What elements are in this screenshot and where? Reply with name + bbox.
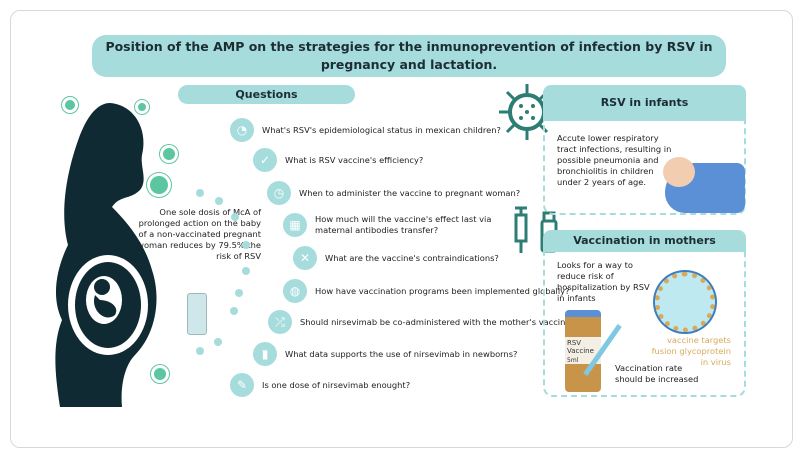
question-item[interactable]: ⤮ Should nirsevimab be co-administered wi…	[268, 310, 575, 334]
syringe-icon: ✎	[230, 373, 254, 397]
shuffle-icon: ⤮	[268, 310, 292, 334]
infant-face	[663, 157, 695, 187]
rate-note: Vaccination rate should be increased	[615, 363, 699, 384]
side-note: One sole dosis of McA of prolonged actio…	[137, 207, 261, 261]
connector-dot	[230, 307, 238, 315]
stopwatch-icon: ◷	[267, 181, 291, 205]
connector-dot	[235, 289, 243, 297]
rsv-infants-text: Accute lower respiratory tract infection…	[557, 133, 672, 187]
question-item[interactable]: ◔ What's RSV's epidemiological status in …	[230, 118, 501, 142]
vaccination-mothers-panel: Vaccination in mothers Looks for a way t…	[543, 230, 746, 397]
connector-dot	[214, 338, 222, 346]
virus-icon	[138, 103, 146, 111]
check-circle-icon: ✓	[253, 148, 277, 172]
question-item[interactable]: ▦ How much will the vaccine's effect last…	[283, 213, 603, 237]
globe-icon: ◍	[283, 279, 307, 303]
question-item[interactable]: ◍ How have vaccination programs been impl…	[283, 279, 569, 303]
gauge-icon: ◔	[230, 118, 254, 142]
connector-dot	[242, 267, 250, 275]
x-circle-icon: ✕	[293, 246, 317, 270]
bar-chart-icon: ▮	[253, 342, 277, 366]
virus-icon	[65, 100, 75, 110]
infographic-card	[10, 10, 793, 448]
question-item[interactable]: ✕ What are the vaccine's contraindication…	[293, 246, 499, 270]
questions-header: Questions	[178, 85, 355, 104]
connector-dot	[242, 241, 250, 249]
rsv-infants-panel: RSV in infants Accute lower respiratory …	[543, 85, 746, 215]
connector-dot	[196, 347, 204, 355]
vial-icon	[187, 293, 207, 335]
mothers-text: Looks for a way to reduce risk of hospit…	[557, 260, 650, 303]
virus-icon	[163, 148, 175, 160]
rsv-infants-title: RSV in infants	[543, 85, 746, 121]
page-title: Position of the AMP on the strategies fo…	[92, 35, 726, 77]
question-item[interactable]: ✎ Is one dose of nirsevimab enought?	[230, 373, 410, 397]
connector-dot	[215, 197, 223, 205]
pregnant-silhouette	[55, 103, 157, 407]
virus-diagram	[655, 272, 715, 332]
question-item[interactable]: ▮ What data supports the use of nirsevima…	[253, 342, 517, 366]
vaccination-mothers-title: Vaccination in mothers	[543, 230, 746, 252]
connector-dot	[231, 213, 239, 221]
fusion-note: vaccine targets fusion glycoprotein in v…	[651, 335, 731, 367]
question-item[interactable]: ✓ What is RSV vaccine's efficiency?	[253, 148, 423, 172]
virus-icon	[154, 368, 166, 380]
vaccine-vial: RSV Vaccine 5ml	[565, 310, 601, 392]
question-item[interactable]: ◷ When to administer the vaccine to pregn…	[267, 181, 520, 205]
calendar-icon: ▦	[283, 213, 307, 237]
virus-icon	[150, 176, 168, 194]
connector-dot	[196, 189, 204, 197]
